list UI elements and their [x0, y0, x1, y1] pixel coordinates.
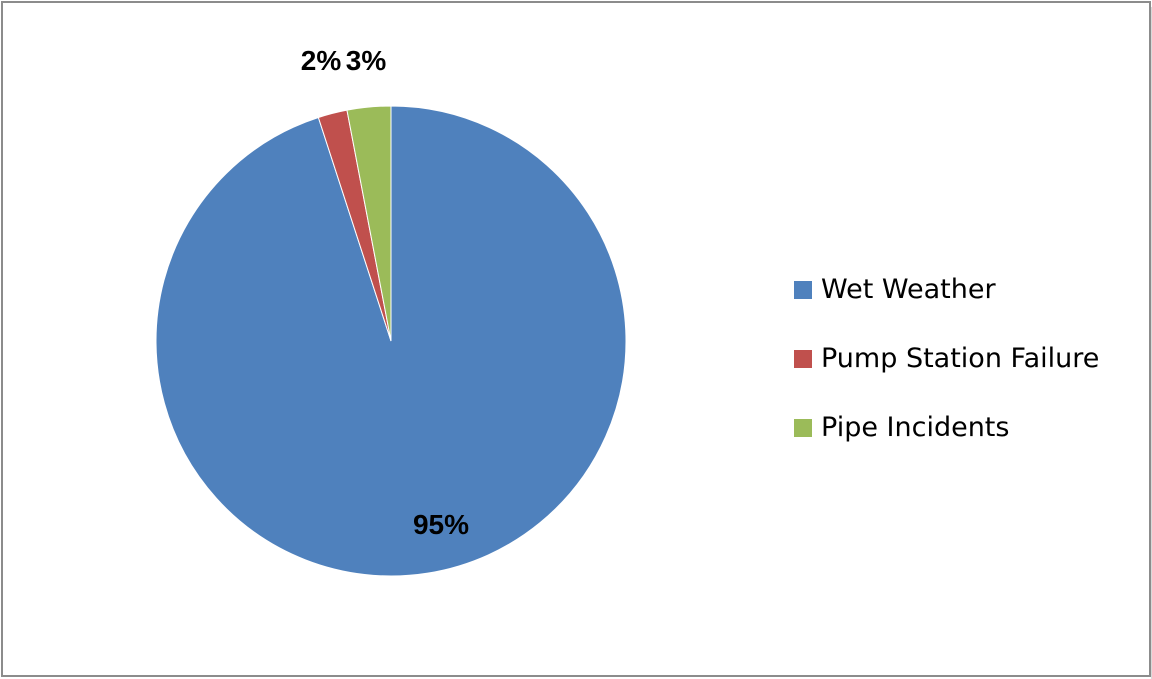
legend-item-wet-weather: Wet Weather: [794, 255, 1099, 324]
pie-slice-pipe-incidents: [346, 105, 392, 342]
legend-item-pipe-incidents: Pipe Incidents: [794, 393, 1099, 462]
legend-swatch-wet-weather: [794, 280, 812, 299]
legend-label-pump-station-failure: Pump Station Failure: [821, 343, 1100, 374]
legend: Wet Weather Pump Station Failure Pipe In…: [794, 255, 1099, 462]
pie-chart: 95% 2% 3%: [155, 45, 627, 577]
data-label-pump-station-failure: 2%: [301, 45, 342, 76]
legend-label-wet-weather: Wet Weather: [821, 274, 996, 305]
legend-label-pipe-incidents: Pipe Incidents: [821, 412, 1010, 443]
data-label-wet-weather: 95%: [413, 509, 469, 540]
data-label-pipe-incidents: 3%: [346, 45, 387, 76]
legend-swatch-pump-station-failure: [794, 349, 812, 368]
legend-item-pump-station-failure: Pump Station Failure: [794, 324, 1099, 393]
legend-swatch-pipe-incidents: [794, 418, 812, 437]
